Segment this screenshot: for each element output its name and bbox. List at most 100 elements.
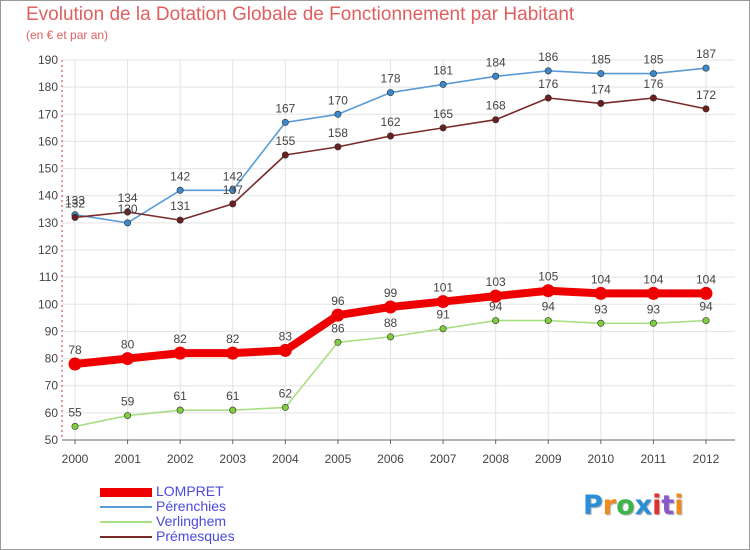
y-tick-label-130: 130 [38, 216, 58, 230]
data-label-perenchies-2009: 186 [538, 50, 558, 64]
legend-item-lompret: LOMPRET [100, 484, 300, 499]
data-point-verlinghem-2004 [281, 403, 289, 411]
data-label-perenchies-2001: 130 [118, 202, 138, 216]
data-label-premesques-2012: 172 [696, 88, 716, 102]
data-point-verlinghem-2000 [71, 422, 79, 430]
data-point-premesques-2011 [649, 94, 657, 102]
x-tick-label-2008: 2008 [482, 452, 509, 466]
data-label-perenchies-2010: 185 [591, 53, 611, 67]
data-point-verlinghem-2007 [439, 325, 447, 333]
data-label-perenchies-2002: 142 [170, 169, 190, 183]
data-label-verlinghem-2002: 61 [173, 389, 187, 403]
legend-item-premesques: Prémesques [100, 529, 300, 544]
data-point-lompret-2000 [68, 357, 82, 371]
data-point-perenchies-2004 [281, 118, 289, 126]
data-label-verlinghem-2005: 86 [331, 321, 345, 335]
data-point-lompret-2007 [436, 295, 450, 309]
data-label-premesques-2002: 131 [170, 199, 190, 213]
x-tick-label-2003: 2003 [219, 452, 246, 466]
x-tick-label-2011: 2011 [641, 452, 667, 466]
proxiti-logo: Proxiti [583, 490, 684, 521]
y-tick-label-90: 90 [45, 324, 59, 338]
data-label-lompret-2003: 82 [226, 332, 240, 346]
data-label-lompret-2006: 99 [384, 286, 398, 300]
data-point-verlinghem-2008 [492, 317, 500, 325]
data-label-premesques-2011: 176 [643, 77, 663, 91]
y-tick-label-70: 70 [45, 379, 59, 393]
legend-label-premesques: Prémesques [156, 528, 235, 544]
x-tick-label-2005: 2005 [325, 452, 352, 466]
data-label-lompret-2008: 103 [486, 275, 506, 289]
logo-letter-1: r [602, 490, 617, 521]
data-point-premesques-2002 [176, 216, 184, 224]
data-label-lompret-2012: 104 [696, 272, 716, 286]
data-point-premesques-2005 [334, 143, 342, 151]
data-label-verlinghem-2000: 55 [68, 405, 82, 419]
data-point-perenchies-2001 [124, 219, 132, 227]
y-tick-label-100: 100 [38, 297, 58, 311]
data-point-verlinghem-2006 [386, 333, 394, 341]
data-point-premesques-2009 [544, 94, 552, 102]
data-point-lompret-2002 [173, 346, 187, 360]
data-label-perenchies-2000: 133 [65, 194, 85, 208]
data-label-verlinghem-2010: 93 [594, 302, 608, 316]
data-point-lompret-2008 [489, 289, 503, 303]
data-label-premesques-2006: 162 [380, 115, 400, 129]
y-tick-label-80: 80 [45, 352, 59, 366]
chart-legend: LOMPRET Pérenchies Verlinghem Prémesques [100, 484, 300, 544]
data-label-premesques-2008: 168 [486, 99, 506, 113]
x-tick-label-2007: 2007 [430, 452, 457, 466]
data-label-lompret-2007: 101 [433, 281, 453, 295]
data-point-premesques-2004 [281, 151, 289, 159]
data-label-premesques-2004: 155 [275, 134, 295, 148]
data-label-verlinghem-2012: 94 [699, 300, 713, 314]
x-tick-label-2012: 2012 [693, 452, 720, 466]
y-tick-label-170: 170 [38, 107, 58, 121]
legend-swatch-lompret [100, 488, 152, 497]
data-label-premesques-2001: 134 [118, 191, 138, 205]
chart-subtitle: (en € et par an) [26, 28, 109, 42]
logo-letter-5: t [661, 490, 675, 521]
y-tick-label-120: 120 [38, 243, 58, 257]
data-point-perenchies-2005 [334, 110, 342, 118]
data-point-premesques-2012 [702, 105, 710, 113]
data-point-premesques-2008 [492, 116, 500, 124]
data-point-lompret-2009 [541, 284, 555, 298]
x-tick-label-2001: 2001 [114, 452, 141, 466]
data-point-lompret-2012 [699, 286, 713, 300]
legend-item-perenchies: Pérenchies [100, 499, 300, 514]
x-tick-label-2000: 2000 [62, 452, 89, 466]
data-point-lompret-2010 [594, 286, 608, 300]
data-label-perenchies-2005: 170 [328, 93, 348, 107]
y-tick-label-60: 60 [45, 406, 59, 420]
data-point-premesques-2010 [597, 99, 605, 107]
data-point-perenchies-2002 [176, 186, 184, 194]
data-point-perenchies-2012 [702, 64, 710, 72]
legend-item-verlinghem: Verlinghem [100, 514, 300, 529]
legend-label-verlinghem: Verlinghem [156, 513, 227, 529]
data-label-lompret-2001: 80 [121, 338, 135, 352]
data-point-verlinghem-2001 [124, 412, 132, 420]
logo-letter-4: i [652, 490, 662, 521]
data-label-perenchies-2007: 181 [433, 63, 453, 77]
data-point-premesques-2000 [71, 213, 79, 221]
data-label-verlinghem-2006: 88 [384, 316, 398, 330]
data-point-perenchies-2009 [544, 67, 552, 75]
data-label-lompret-2011: 104 [643, 272, 663, 286]
data-point-premesques-2003 [229, 200, 237, 208]
data-point-lompret-2006 [384, 300, 397, 314]
data-point-perenchies-2003 [229, 186, 237, 194]
data-label-verlinghem-2004: 62 [279, 386, 293, 400]
data-point-premesques-2007 [439, 124, 447, 132]
data-point-lompret-2001 [121, 352, 135, 366]
legend-label-lompret: LOMPRET [156, 483, 224, 499]
x-tick-label-2006: 2006 [377, 452, 404, 466]
data-point-lompret-2011 [646, 286, 660, 300]
y-tick-label-50: 50 [45, 433, 59, 447]
x-tick-label-2009: 2009 [535, 452, 562, 466]
legend-swatch-verlinghem [100, 521, 152, 523]
data-point-perenchies-2006 [386, 89, 394, 97]
data-label-premesques-2000: 132 [65, 196, 85, 210]
data-label-premesques-2010: 174 [591, 82, 611, 96]
data-point-verlinghem-2010 [597, 319, 605, 327]
